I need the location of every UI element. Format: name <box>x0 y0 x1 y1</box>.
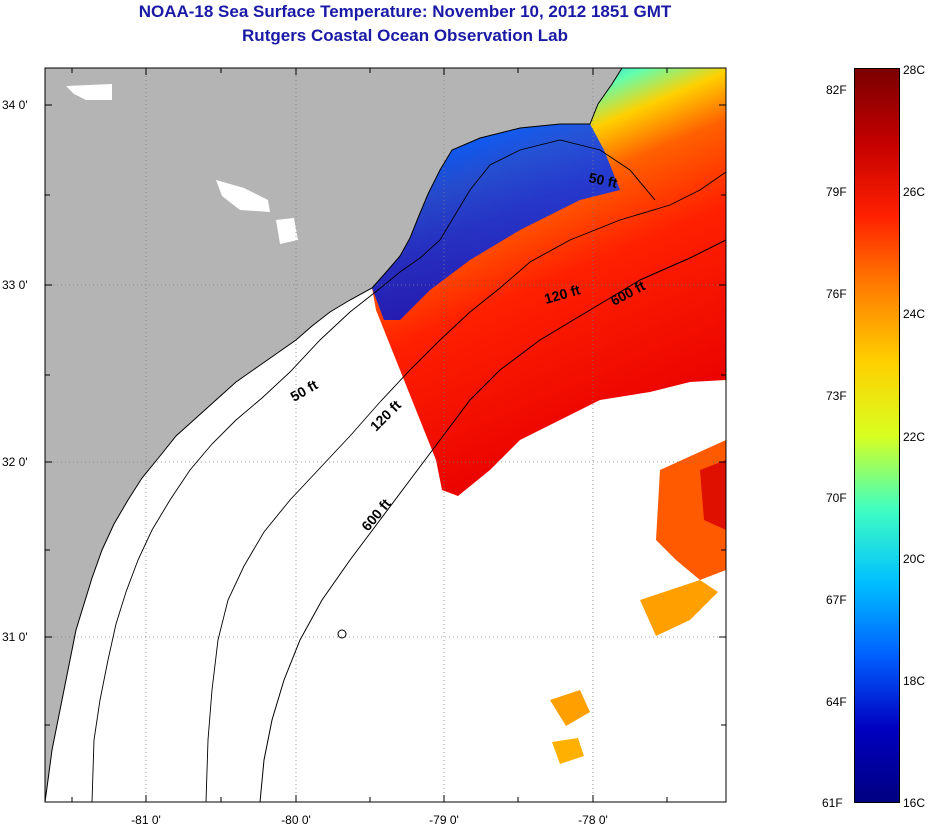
contour-50ft <box>91 139 656 802</box>
colorbar-f-label: 67F <box>826 593 847 607</box>
map-subtitle: Rutgers Coastal Ocean Observation Lab <box>242 26 568 45</box>
contour-120ft <box>205 171 726 802</box>
lat-label: 32 0' <box>2 455 28 469</box>
colorbar-c-label: 28C <box>903 63 926 77</box>
colorbar-c-label: 24C <box>903 307 926 321</box>
contour-600ft <box>259 239 726 802</box>
seamount-contour <box>337 629 347 639</box>
lat-label: 33 0' <box>2 278 28 292</box>
lon-label: -81 0' <box>131 813 161 827</box>
colorbar-f-label: 79F <box>826 185 847 199</box>
colorbar-f-label: 64F <box>826 695 847 709</box>
lon-label: -78 0' <box>578 813 608 827</box>
land-mass <box>45 68 622 802</box>
lon-label: -80 0' <box>281 813 311 827</box>
colorbar-c-label: 18C <box>903 674 926 688</box>
colorbar-f-label: 73F <box>826 389 847 403</box>
axis-ticks <box>45 68 726 802</box>
colorbar-f-label: 76F <box>826 287 847 301</box>
sst-patch <box>640 580 718 636</box>
colorbar-c-label: 26C <box>903 185 926 199</box>
lat-label: 31 0' <box>2 630 28 644</box>
colorbar-f-label: 82F <box>826 83 847 97</box>
sst-patch <box>550 690 590 726</box>
colorbar-c-label: 16C <box>903 796 926 810</box>
coastline <box>45 68 623 802</box>
colorbar-f-label: 61F <box>822 796 843 810</box>
lat-label: 34 0' <box>2 98 28 112</box>
lon-label: -79 0' <box>429 813 459 827</box>
graticule <box>45 68 726 802</box>
contour-label: 50 ft <box>587 169 619 191</box>
colorbar-f-label: 70F <box>826 491 847 505</box>
colorbar-c-label: 20C <box>903 552 926 566</box>
sst-patch <box>700 460 726 530</box>
map-title: NOAA-18 Sea Surface Temperature: Novembe… <box>138 2 672 21</box>
inland-lake <box>216 180 270 212</box>
colorbar-c-label: 22C <box>903 430 926 444</box>
map-frame <box>44 67 727 803</box>
sst-patch <box>552 738 584 764</box>
inland-lake <box>276 218 298 244</box>
inland-lake <box>66 84 112 100</box>
cold-coastal-water <box>372 124 620 320</box>
temperature-colorbar <box>854 68 900 803</box>
